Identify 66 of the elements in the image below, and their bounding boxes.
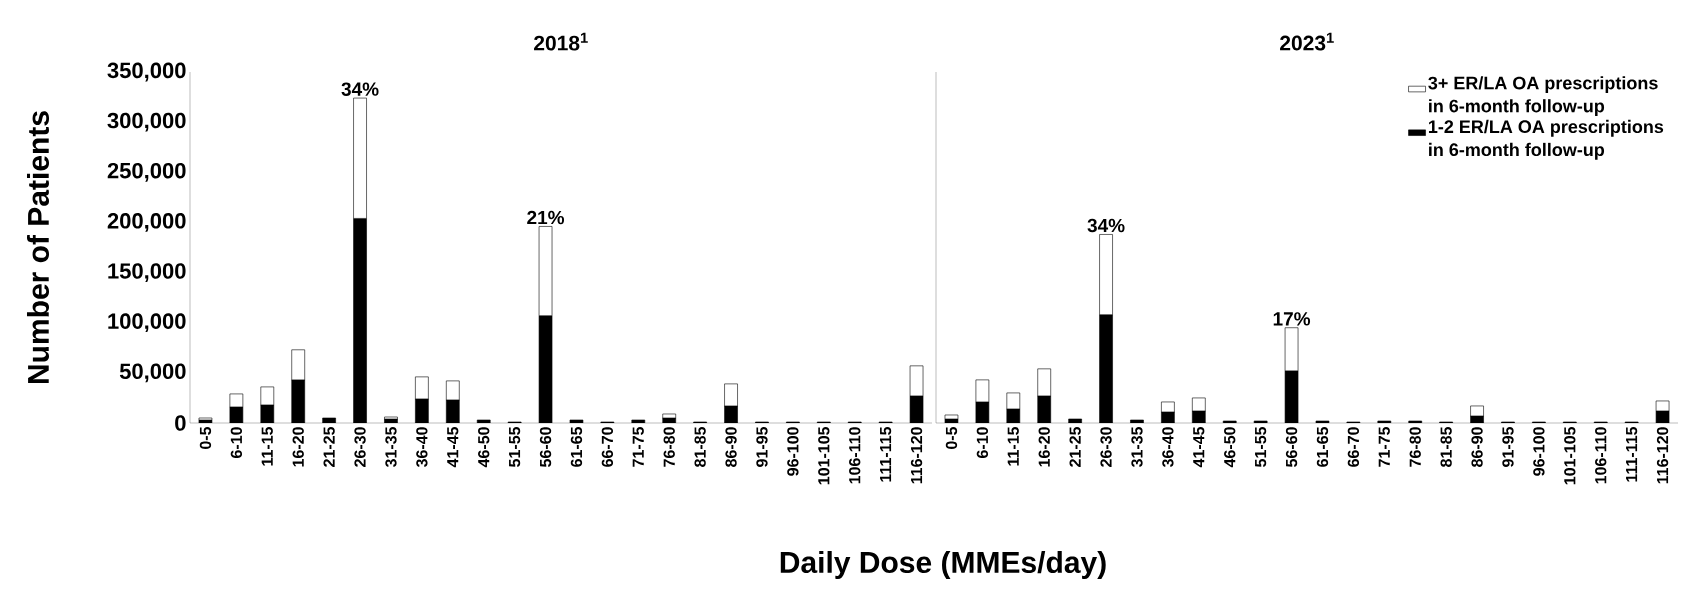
y-tick-label: 50,000: [119, 363, 186, 383]
chart-title: 2023$^{1}$: [1280, 32, 1334, 51]
x-tick-label: 111-115: [1626, 426, 1638, 482]
x-tick-label: 66-70: [1347, 427, 1360, 467]
x-tick-label: 61-65: [1316, 426, 1329, 467]
x-tick-label: 16-20: [292, 427, 304, 467]
annotation: 21%: [527, 210, 565, 225]
x-tick-label: 41-45: [447, 426, 459, 468]
annotation: 17%: [1273, 312, 1311, 326]
x-tick-label: 116-120: [1656, 427, 1669, 484]
x-tick-label: 71-75: [632, 426, 644, 467]
x-tick-label: 41-45: [1193, 426, 1205, 468]
x-tick-label: 76-80: [663, 427, 675, 467]
annotation: 34%: [1087, 218, 1125, 233]
x-tick-label: 116-120: [910, 427, 923, 484]
x-tick-label: 66-70: [601, 427, 614, 467]
x-tick-label: 26-30: [1100, 427, 1112, 467]
x-axis-title: Daily Dose (MMEs/day): [780, 551, 1106, 579]
x-tick-label: 21-25: [323, 426, 335, 467]
x-tick-label: 51-55: [1255, 426, 1267, 467]
x-tick-label: 86-90: [725, 427, 737, 467]
x-tick-label: 96-100: [787, 427, 799, 476]
x-tick-label: 76-80: [1409, 427, 1421, 467]
x-tick-label: 86-90: [1471, 427, 1483, 467]
y-tick-label: 300,000: [107, 112, 186, 132]
annotation: 34%: [341, 82, 379, 96]
x-tick-label: 111-115: [880, 426, 892, 482]
x-tick-label: 6-10: [976, 427, 989, 458]
x-tick-label: 91-95: [756, 426, 768, 467]
x-tick-label: 51-55: [509, 426, 521, 467]
y-tick-label: 0: [175, 415, 186, 431]
x-tick-label: 101-105: [818, 426, 830, 485]
x-tick-label: 16-20: [1038, 427, 1050, 467]
x-tick-label: 0-5: [199, 426, 212, 449]
x-tick-label: 31-35: [385, 426, 397, 468]
x-tick-label: 11-15: [1007, 426, 1019, 466]
x-tick-label: 26-30: [354, 427, 366, 467]
x-tick-label: 91-95: [1502, 426, 1514, 467]
legend-label: 1-2 ER/LA OA prescriptions in 6-month follow-up: [1428, 119, 1664, 160]
x-tick-label: 96-100: [1533, 427, 1545, 476]
x-tick-label: 0-5: [945, 426, 958, 449]
x-tick-label: 36-40: [1162, 427, 1174, 468]
x-tick-label: 31-35: [1131, 426, 1143, 468]
x-tick-label: 106-110: [1595, 427, 1607, 484]
y-tick-label: 350,000: [107, 62, 186, 82]
y-tick-label: 200,000: [107, 213, 186, 232]
x-tick-label: 61-65: [570, 426, 583, 467]
x-tick-label: 81-85: [694, 426, 706, 467]
x-tick-label: 81-85: [1440, 426, 1452, 467]
x-tick-label: 101-105: [1564, 426, 1576, 485]
x-tick-label: 11-15: [261, 426, 273, 466]
x-tick-label: 56-60: [1285, 427, 1298, 467]
x-tick-label: 71-75: [1378, 426, 1390, 467]
y-axis-title: Number of Patients: [26, 111, 50, 384]
legend-label: 3+ ER/LA OA prescriptions in 6-month follow-up: [1428, 76, 1658, 116]
x-tick-label: 46-50: [1224, 427, 1236, 468]
x-tick-label: 106-110: [849, 427, 861, 484]
x-tick-label: 46-50: [478, 427, 490, 468]
y-tick-label: 150,000: [108, 263, 186, 282]
y-tick-label: 250,000: [107, 162, 186, 182]
x-tick-label: 6-10: [230, 427, 243, 458]
x-tick-label: 21-25: [1069, 426, 1081, 467]
y-tick-label: 100,000: [108, 313, 186, 333]
x-tick-label: 56-60: [539, 427, 552, 467]
chart-title: 2018$^{1}$: [534, 32, 588, 51]
x-tick-label: 36-40: [416, 427, 428, 468]
